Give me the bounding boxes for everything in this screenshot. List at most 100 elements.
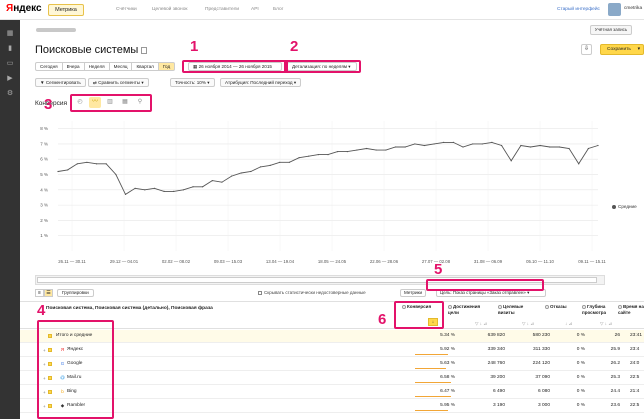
- user-name[interactable]: cmetrika: [624, 6, 643, 11]
- data-point[interactable]: [433, 143, 435, 145]
- flat-view-icon[interactable]: ≡: [35, 289, 44, 297]
- data-point[interactable]: [182, 189, 184, 191]
- data-point[interactable]: [259, 166, 262, 168]
- reports-icon[interactable]: ▮: [8, 45, 12, 52]
- data-point[interactable]: [57, 170, 59, 173]
- chart-legend[interactable]: Средние: [612, 204, 637, 209]
- grid-icon[interactable]: ▦: [6, 30, 14, 37]
- tab-quarter[interactable]: Квартал: [132, 62, 159, 71]
- segment-button[interactable]: ▼ Сегментировать: [35, 78, 86, 87]
- data-point[interactable]: [558, 146, 561, 148]
- data-point[interactable]: [163, 190, 165, 192]
- old-interface-link[interactable]: Старый интерфейс: [557, 7, 600, 12]
- dimension-header[interactable]: Поисковая система, Поисковая система (де…: [46, 306, 213, 311]
- expand-icon[interactable]: +: [43, 362, 46, 367]
- checkbox-icon[interactable]: [48, 376, 52, 380]
- sort-icon[interactable]: ↓: [428, 318, 438, 326]
- data-point[interactable]: [192, 186, 194, 188]
- sort-icon[interactable]: ▽ ↓ ⊿: [522, 321, 534, 326]
- col-conversion[interactable]: Конверсия: [402, 304, 442, 310]
- export-icon[interactable]: ⇩: [581, 44, 592, 55]
- data-point[interactable]: [452, 141, 454, 144]
- pie-chart-icon[interactable]: ◴: [77, 99, 83, 105]
- checkbox-icon[interactable]: [48, 404, 52, 408]
- data-point[interactable]: [375, 149, 377, 151]
- radio-icon[interactable]: [402, 304, 406, 309]
- play-icon[interactable]: ▶: [7, 75, 13, 82]
- data-point[interactable]: [221, 181, 223, 183]
- data-point[interactable]: [568, 147, 570, 150]
- data-point[interactable]: [67, 169, 69, 171]
- data-point[interactable]: [153, 187, 156, 189]
- data-point[interactable]: [346, 150, 348, 153]
- copy-icon[interactable]: [141, 46, 148, 54]
- row-name[interactable]: Bing: [67, 389, 77, 394]
- data-point[interactable]: [423, 144, 426, 147]
- col-depth[interactable]: Глубина просмотра: [582, 304, 607, 315]
- data-point[interactable]: [298, 157, 300, 159]
- data-point[interactable]: [539, 144, 541, 147]
- data-point[interactable]: [510, 160, 512, 162]
- metrics-button[interactable]: Метрики: [400, 289, 427, 297]
- tab-year[interactable]: Год: [158, 62, 176, 71]
- tree-view-icon[interactable]: ☰: [44, 289, 53, 297]
- file-icon[interactable]: ▭: [6, 60, 14, 67]
- chart-range-scrollbar[interactable]: [35, 275, 605, 285]
- row-name[interactable]: Mail.ru: [67, 375, 82, 380]
- data-point[interactable]: [288, 161, 291, 163]
- expand-icon[interactable]: +: [43, 404, 46, 409]
- data-point[interactable]: [317, 154, 319, 156]
- radio-icon[interactable]: [498, 304, 502, 309]
- sort-icon[interactable]: ↓ ⊿: [565, 321, 573, 326]
- hide-unreliable-checkbox[interactable]: Скрывать статистически недостоверные дан…: [258, 290, 366, 295]
- data-point[interactable]: [230, 175, 233, 177]
- nav-target-call[interactable]: Целевой звонок: [152, 7, 188, 12]
- data-point[interactable]: [491, 141, 493, 144]
- data-point[interactable]: [115, 173, 117, 176]
- data-point[interactable]: [269, 164, 271, 166]
- data-point[interactable]: [76, 163, 78, 165]
- col-goal-reaches[interactable]: Достижения цели: [448, 304, 481, 315]
- data-point[interactable]: [520, 144, 522, 147]
- expand-icon[interactable]: +: [43, 390, 46, 395]
- data-point[interactable]: [250, 170, 252, 173]
- data-point[interactable]: [95, 163, 98, 165]
- sort-icon[interactable]: ▽ ↓ ⊿: [600, 321, 612, 326]
- row-name[interactable]: Rambler: [67, 403, 86, 408]
- data-point[interactable]: [337, 150, 339, 153]
- checkbox-icon[interactable]: [48, 362, 52, 366]
- data-point[interactable]: [472, 143, 474, 145]
- sort-icon[interactable]: ▽ ↓ ⊿: [475, 321, 487, 326]
- nav-representatives[interactable]: Представители: [205, 7, 240, 12]
- scroll-thumb[interactable]: [37, 277, 597, 283]
- tab-week[interactable]: Неделя: [84, 62, 110, 71]
- tab-yesterday[interactable]: Вчера: [62, 62, 85, 71]
- data-point[interactable]: [356, 149, 358, 151]
- checkbox-icon[interactable]: [258, 290, 262, 295]
- checkbox-icon[interactable]: [48, 348, 52, 352]
- map-pin-icon[interactable]: ⚲: [137, 99, 143, 105]
- bar-chart-icon[interactable]: ▥: [107, 99, 113, 105]
- radio-icon[interactable]: [545, 304, 549, 309]
- row-name[interactable]: Яндекс: [67, 347, 84, 352]
- line-chart-icon[interactable]: 〰: [89, 97, 101, 108]
- data-point[interactable]: [443, 141, 445, 144]
- data-point[interactable]: [529, 146, 532, 148]
- data-point[interactable]: [308, 155, 310, 157]
- data-point[interactable]: [404, 146, 406, 148]
- data-point[interactable]: [240, 172, 242, 174]
- save-button[interactable]: Сохранить ▾: [600, 44, 644, 55]
- data-point[interactable]: [124, 193, 127, 196]
- data-point[interactable]: [587, 147, 589, 150]
- data-point[interactable]: [86, 161, 88, 163]
- date-range-picker[interactable]: ▦ 26 ноября 2014 — 26 ноября 2015: [188, 62, 282, 71]
- col-bounces[interactable]: Отказы: [545, 304, 575, 310]
- data-point[interactable]: [394, 146, 397, 148]
- expand-icon[interactable]: +: [43, 376, 46, 381]
- nav-counters[interactable]: Счётчики: [116, 7, 137, 12]
- data-point[interactable]: [414, 143, 416, 145]
- data-point[interactable]: [279, 161, 281, 163]
- radio-icon[interactable]: [582, 304, 586, 309]
- expand-icon[interactable]: +: [43, 348, 46, 353]
- tab-today[interactable]: Сегодня: [35, 62, 63, 71]
